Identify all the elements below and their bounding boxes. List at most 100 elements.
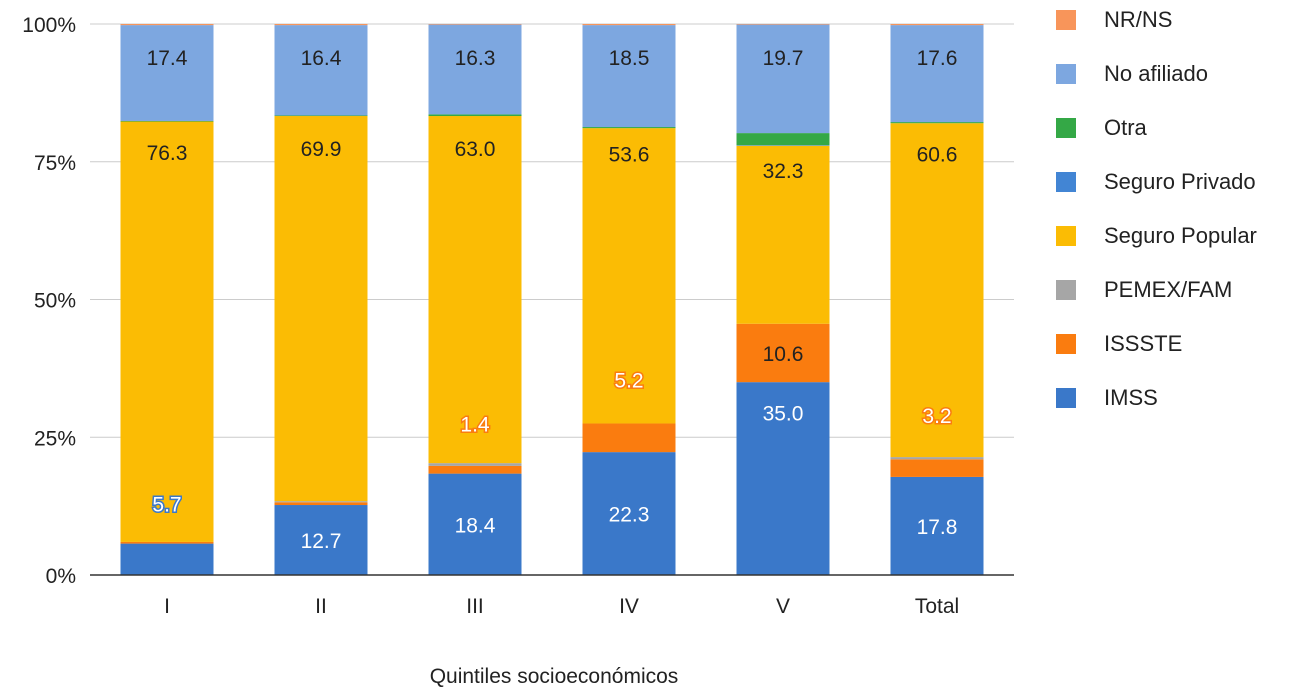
bar-segment-otra-iii	[428, 114, 522, 117]
x-tick-label: Total	[915, 595, 959, 618]
legend-label: NR/NS	[1104, 7, 1173, 32]
data-label: 35.0	[763, 402, 804, 425]
legend-item: IMSS	[1056, 385, 1257, 410]
legend-swatch	[1056, 388, 1076, 408]
legend-label: Seguro Popular	[1104, 223, 1257, 248]
bar-segment-issste-i	[120, 541, 214, 544]
bar-segment-issste-iv	[582, 423, 676, 453]
y-tick-label: 75%	[34, 152, 76, 175]
bar-segment-imss-iv	[582, 452, 676, 575]
bar-segment-seguro-popular-iv	[582, 128, 676, 424]
data-label: 17.8	[917, 516, 958, 539]
bar-segment-issste-total	[890, 459, 984, 477]
legend-swatch	[1056, 64, 1076, 84]
data-label: 5.2	[614, 369, 643, 392]
y-tick-label: 50%	[34, 290, 76, 313]
legend-item: No afiliado	[1056, 61, 1257, 86]
data-label: 1.4	[460, 413, 490, 436]
legend-swatch	[1056, 10, 1076, 30]
data-labels: 5.7 12.7 18.4 22.3 35.0 17.8 1.4 5.2 10.6 3.2 76.3…	[147, 47, 958, 553]
data-label: 16.4	[301, 47, 342, 70]
legend-label: No afiliado	[1104, 61, 1208, 86]
data-label: 53.6	[609, 143, 650, 166]
x-axis-title: Quintiles socioeconómicos	[430, 665, 679, 688]
data-label: 69.9	[301, 138, 342, 161]
legend: NR/NS No afiliado Otra Seguro Privado Seguro…	[1056, 7, 1257, 410]
bar-segment-seguro-popular-total	[890, 123, 984, 458]
bar-segment-otra-v	[736, 133, 830, 146]
bar-segment-seguro-popular-i	[120, 121, 214, 542]
legend-label: Otra	[1104, 115, 1147, 140]
legend-swatch	[1056, 334, 1076, 354]
bar-segment-otra-total	[890, 122, 984, 124]
data-label: 32.3	[763, 160, 804, 183]
data-label: 12.7	[301, 530, 342, 553]
bar-segment-imss-ii	[274, 505, 368, 575]
legend-swatch	[1056, 172, 1076, 192]
y-axis-ticks: 0% 25% 50% 75% 100%	[22, 14, 76, 588]
data-label: 22.3	[609, 504, 650, 527]
bar-segment-seguro-popular-iii	[428, 116, 522, 464]
data-label: 63.0	[455, 138, 496, 161]
legend-label: PEMEX/FAM	[1104, 277, 1233, 302]
bar-segment-pemex-fam-total	[890, 457, 984, 460]
y-tick-label: 0%	[46, 565, 76, 588]
gridlines	[90, 23, 1014, 438]
bar-segment-imss-iii	[428, 473, 522, 575]
bar-segment-nr-ns-v	[736, 24, 830, 25]
bar-segment-nr-ns-total	[890, 24, 984, 26]
x-tick-label: V	[776, 595, 790, 618]
legend-swatch	[1056, 118, 1076, 138]
bar-segment-no-afiliado-iv	[582, 25, 676, 128]
bar-segment-otra-iv	[582, 127, 676, 129]
legend-item: PEMEX/FAM	[1056, 277, 1257, 302]
bar-segment-no-afiliado-v	[736, 24, 830, 134]
bar-segment-issste-v	[736, 323, 830, 383]
x-axis-ticks: I II III IV V Total	[164, 595, 959, 618]
bar-segment-seguro-popular-v	[736, 145, 830, 324]
bar-segment-issste-iii	[428, 465, 522, 474]
legend-item: Seguro Popular	[1056, 223, 1257, 248]
bar-segment-no-afiliado-i	[120, 25, 214, 121]
y-tick-label: 100%	[22, 14, 76, 37]
bar-segment-imss-total	[890, 476, 984, 575]
bar-segment-nr-ns-ii	[274, 24, 368, 26]
legend-label: IMSS	[1104, 385, 1158, 410]
data-label: 3.2	[922, 405, 951, 428]
data-label: 17.6	[917, 47, 958, 70]
data-label: 19.7	[763, 47, 804, 70]
legend-item: ISSSTE	[1056, 331, 1257, 356]
bar-segment-issste-ii	[274, 502, 368, 506]
legend-swatch	[1056, 226, 1076, 246]
bars	[120, 24, 984, 575]
bar-segment-no-afiliado-ii	[274, 25, 368, 116]
data-label: 18.4	[455, 514, 496, 537]
legend-item: NR/NS	[1056, 7, 1257, 32]
bar-segment-no-afiliado-iii	[428, 24, 522, 115]
x-tick-label: II	[315, 595, 327, 618]
bar-segment-imss-v	[736, 382, 830, 575]
data-label: 18.5	[609, 47, 650, 70]
legend-label: ISSSTE	[1104, 331, 1183, 356]
y-tick-label: 25%	[34, 427, 76, 450]
data-label: 17.4	[147, 47, 188, 70]
data-label: 10.6	[763, 343, 804, 366]
bar-segment-no-afiliado-total	[890, 25, 984, 123]
bar-segment-pemex-fam-ii	[274, 501, 368, 503]
x-tick-label: I	[164, 595, 170, 618]
x-tick-label: IV	[619, 595, 639, 618]
legend-item: Seguro Privado	[1056, 169, 1257, 194]
bar-segment-seguro-popular-ii	[274, 116, 368, 502]
data-label: 5.7	[152, 493, 181, 516]
data-label: 60.6	[917, 143, 958, 166]
legend-label: Seguro Privado	[1104, 169, 1256, 194]
bar-segment-otra-ii	[274, 115, 368, 117]
legend-swatch	[1056, 280, 1076, 300]
x-tick-label: III	[466, 595, 484, 618]
bar-segment-nr-ns-iv	[582, 24, 676, 26]
bar-segment-imss-i	[120, 543, 214, 575]
bar-segment-nr-ns-iii	[428, 24, 522, 25]
bar-segment-seguro-privado-v	[736, 145, 830, 146]
bar-segment-nr-ns-i	[120, 24, 214, 26]
